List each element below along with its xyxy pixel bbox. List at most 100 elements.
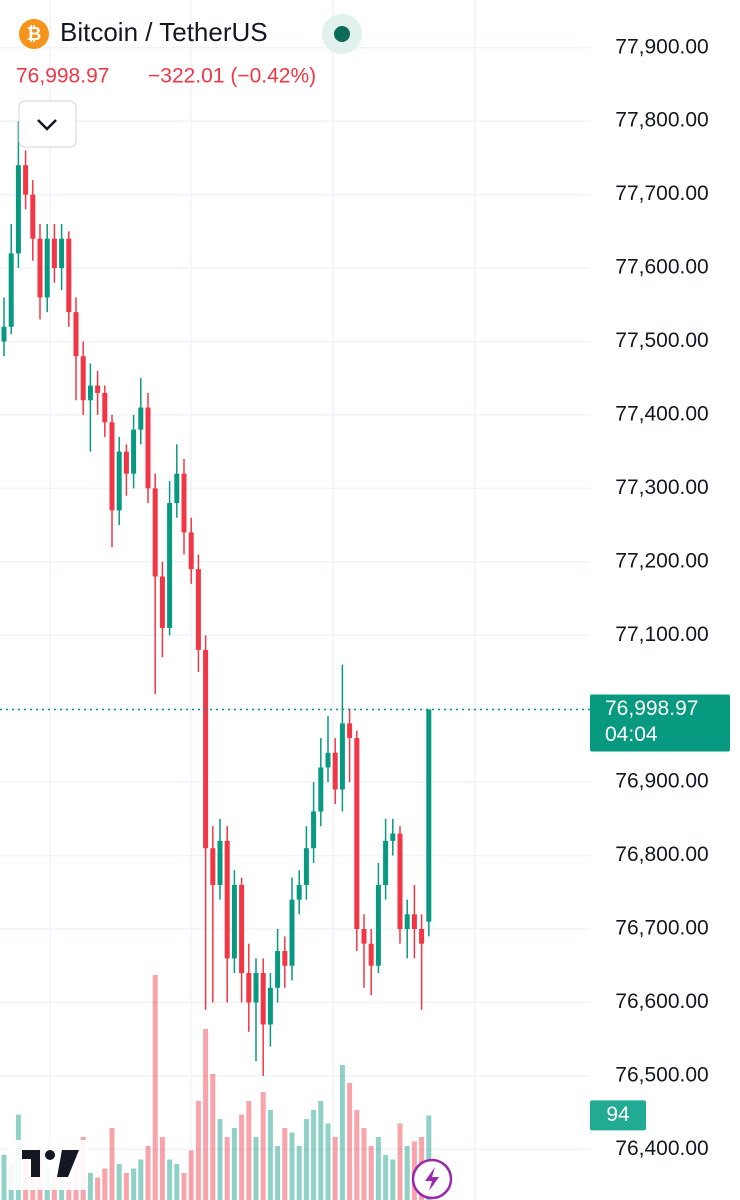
candle-body	[253, 973, 259, 1003]
volume-bar	[311, 1110, 317, 1200]
candle-body	[325, 752, 331, 768]
volume-bar	[339, 1065, 345, 1200]
candle-body	[181, 473, 187, 533]
volume-bar	[131, 1168, 137, 1200]
candle-body	[375, 884, 381, 966]
y-tick-label: 76,800.00	[615, 843, 708, 866]
y-tick-label: 76,400.00	[615, 1137, 708, 1160]
volume-bar	[354, 1110, 360, 1200]
volume-bar	[397, 1123, 403, 1200]
candle-body	[131, 429, 137, 474]
y-tick-label: 77,300.00	[615, 476, 708, 499]
candle-body	[224, 840, 230, 959]
candle-body	[332, 752, 338, 790]
candle-body	[174, 473, 180, 504]
price-change: −322.01 (−0.42%)	[148, 65, 316, 88]
volume-bar	[426, 1115, 432, 1200]
volume-bar	[217, 1119, 223, 1200]
volume-bar	[87, 1173, 93, 1200]
candle-body	[260, 973, 266, 1025]
volume-bar	[383, 1155, 389, 1200]
bitcoin-icon	[19, 19, 49, 49]
candle-body	[231, 884, 237, 959]
candle-body	[246, 973, 252, 1003]
candle-body	[210, 848, 216, 885]
volume-bar	[282, 1128, 288, 1200]
candle-body	[419, 929, 425, 944]
volume-bar	[390, 1159, 396, 1200]
volume-bar	[138, 1159, 144, 1200]
candle-body	[66, 238, 72, 313]
y-tick-label: 76,600.00	[615, 990, 708, 1013]
chevron-icon	[37, 119, 57, 131]
candle-body	[80, 356, 86, 401]
candle-body	[361, 929, 367, 944]
candle-body	[116, 451, 122, 511]
volume-bar	[368, 1146, 374, 1200]
y-tick-label: 76,500.00	[615, 1063, 708, 1086]
volume-bar	[318, 1101, 324, 1200]
collapse-button[interactable]	[18, 100, 77, 148]
candle-body	[390, 833, 396, 841]
logo-background	[8, 1140, 88, 1190]
current-price-badge	[590, 694, 730, 752]
candle-body	[267, 987, 273, 1025]
volume-badge	[590, 1100, 646, 1131]
candle-body	[87, 385, 93, 401]
volume-bar	[66, 1182, 72, 1200]
candle-body	[303, 848, 309, 885]
y-tick-label: 77,400.00	[615, 402, 708, 425]
volume-bar	[239, 1114, 245, 1200]
candle-body	[145, 407, 151, 489]
volume-bar	[195, 1101, 201, 1200]
volume-bar	[102, 1168, 108, 1200]
logo-dot	[45, 1150, 55, 1160]
candle-body	[95, 385, 101, 393]
bitcoin-symbol: ₿	[27, 24, 42, 44]
last-price: 76,998.97	[16, 65, 109, 88]
candle-body	[282, 951, 288, 966]
lightning-icon	[425, 1167, 439, 1191]
candle-body	[296, 884, 302, 900]
candle-body	[188, 532, 194, 570]
candle-body	[59, 238, 65, 269]
candle-body	[23, 165, 29, 195]
candle-body	[239, 884, 245, 974]
volume-bar	[224, 1137, 230, 1200]
tradingview-logo[interactable]	[8, 1140, 88, 1190]
candle-body	[339, 723, 345, 790]
candles	[1, 121, 432, 1076]
volume-bar	[231, 1128, 237, 1200]
volume-bar	[181, 1173, 187, 1200]
candle-body	[123, 451, 129, 474]
volume-bar	[152, 975, 158, 1200]
candle-body	[30, 194, 36, 239]
price-axis: 76,400.00 76,500.00 76,600.00 76,700.00 76,8…	[0, 35, 730, 1160]
candle-body	[411, 914, 417, 930]
volume-bar	[159, 1137, 165, 1200]
candle-body	[167, 503, 173, 628]
symbol-title: Bitcoin / TetherUS	[60, 17, 268, 47]
candle-body	[51, 238, 57, 269]
header: ₿ Bitcoin / TetherUS 76,998.97 −322.01 (…	[16, 14, 362, 148]
volume-bar	[203, 1029, 209, 1200]
candle-body	[275, 951, 281, 988]
volume-bar	[1, 1155, 7, 1200]
candle-body	[195, 569, 201, 650]
y-tick-label: 77,800.00	[615, 109, 708, 132]
y-tick-label: 77,500.00	[615, 329, 708, 352]
volume-bar	[275, 1146, 281, 1200]
candle-body	[44, 238, 50, 298]
volume-bar	[361, 1128, 367, 1200]
candle-body	[1, 326, 7, 342]
candle-body	[318, 767, 324, 812]
logo-shape	[22, 1150, 40, 1177]
volume-bar	[174, 1164, 180, 1200]
candle-body	[354, 738, 360, 930]
lightning-button[interactable]	[411, 1158, 453, 1200]
volume-bar	[109, 1128, 115, 1200]
volume-bar	[303, 1119, 309, 1200]
y-tick-label: 77,900.00	[615, 35, 708, 58]
candle-body	[159, 576, 165, 628]
